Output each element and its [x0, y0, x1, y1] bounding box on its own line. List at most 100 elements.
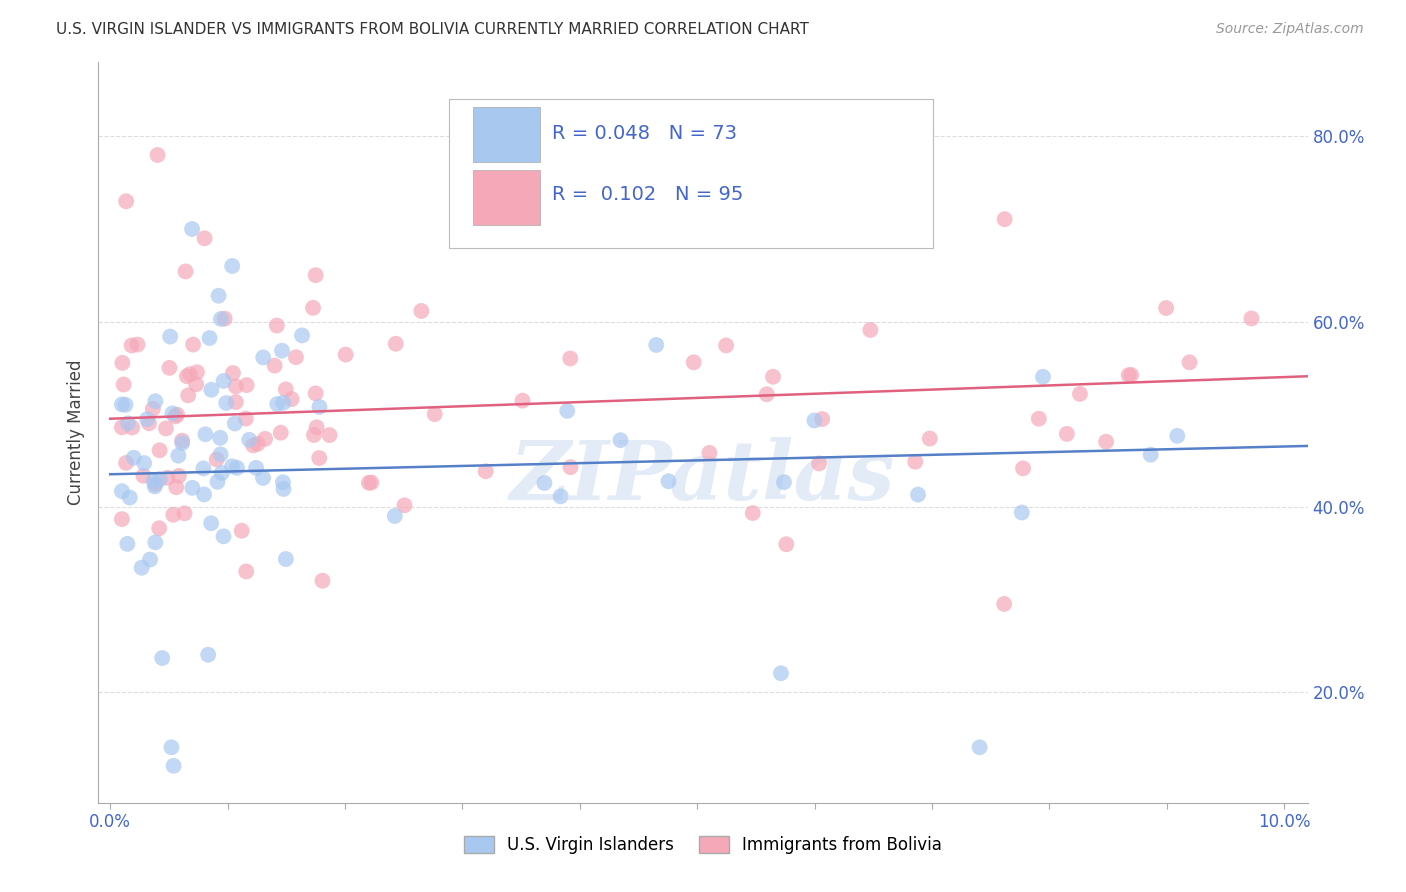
Point [115, 194, 138, 209]
Point [205, 452, 228, 467]
Point [411, 304, 433, 318]
Point [221, 259, 243, 273]
Point [1069, 387, 1091, 401]
Point [143, 479, 166, 493]
Point [560, 460, 582, 475]
Point [335, 348, 357, 362]
Point [184, 377, 207, 392]
Point [211, 466, 233, 480]
Point [166, 408, 188, 422]
Point [193, 231, 215, 245]
Point [221, 459, 243, 474]
Point [714, 338, 737, 352]
Point [176, 369, 198, 384]
Point [311, 574, 333, 588]
Point [226, 460, 249, 475]
Point [859, 323, 882, 337]
Point [225, 395, 247, 409]
Point [235, 378, 257, 392]
Point [148, 443, 170, 458]
Text: R = 0.048   N = 73: R = 0.048 N = 73 [551, 124, 737, 143]
Point [284, 350, 307, 364]
Point [1095, 434, 1118, 449]
Point [918, 432, 941, 446]
Point [384, 336, 406, 351]
Point [165, 480, 187, 494]
Point [254, 432, 277, 446]
Point [209, 447, 232, 461]
Point [555, 404, 578, 418]
Point [242, 438, 264, 452]
Point [302, 428, 325, 442]
Point [550, 489, 572, 503]
Legend: U.S. Virgin Islanders, Immigrants from Bolivia: U.S. Virgin Islanders, Immigrants from B… [457, 830, 949, 861]
Point [179, 367, 201, 381]
Point [1056, 426, 1078, 441]
Point [235, 565, 257, 579]
Point [111, 397, 134, 411]
Point [291, 328, 314, 343]
Point [145, 394, 167, 409]
Point [1032, 369, 1054, 384]
FancyBboxPatch shape [474, 169, 540, 226]
Point [769, 666, 792, 681]
Point [245, 461, 267, 475]
Point [224, 417, 246, 431]
Point [139, 552, 162, 566]
Point [136, 412, 159, 426]
Point [181, 222, 204, 236]
Point [127, 337, 149, 351]
Point [209, 431, 232, 445]
Point [142, 401, 165, 416]
Point [1011, 506, 1033, 520]
Point [207, 475, 229, 489]
Point [1166, 429, 1188, 443]
Point [560, 351, 582, 366]
Point [194, 427, 217, 442]
Point [149, 472, 172, 486]
Point [115, 456, 138, 470]
Point [159, 329, 181, 343]
Text: Source: ZipAtlas.com: Source: ZipAtlas.com [1216, 22, 1364, 37]
Point [148, 521, 170, 535]
Point [1154, 301, 1177, 315]
Point [271, 395, 294, 409]
Point [302, 301, 325, 315]
Point [238, 433, 260, 447]
Point [186, 365, 208, 379]
Point [1240, 311, 1263, 326]
Point [209, 312, 232, 326]
Point [118, 491, 141, 505]
Point [994, 212, 1017, 227]
Point [773, 475, 796, 490]
Point [112, 377, 135, 392]
Point [741, 506, 763, 520]
Point [222, 366, 245, 380]
Point [271, 475, 294, 490]
Text: U.S. VIRGIN ISLANDER VS IMMIGRANTS FROM BOLIVIA CURRENTLY MARRIED CORRELATION CH: U.S. VIRGIN ISLANDER VS IMMIGRANTS FROM … [56, 22, 808, 37]
Point [193, 461, 215, 475]
Point [1139, 448, 1161, 462]
Point [167, 469, 190, 483]
Point [533, 476, 555, 491]
Point [266, 318, 288, 333]
Point [304, 386, 326, 401]
Point [122, 450, 145, 465]
Point [274, 383, 297, 397]
Point [308, 450, 330, 465]
Point [174, 264, 197, 278]
Point [423, 407, 446, 421]
Point [904, 455, 927, 469]
Point [173, 506, 195, 520]
Point [907, 487, 929, 501]
Point [160, 740, 183, 755]
Point [162, 406, 184, 420]
Point [198, 331, 221, 345]
Point [305, 268, 328, 283]
Point [172, 436, 194, 450]
Point [274, 552, 297, 566]
Point [360, 475, 382, 490]
Point [811, 412, 834, 426]
Point [682, 355, 704, 369]
Point [384, 508, 406, 523]
